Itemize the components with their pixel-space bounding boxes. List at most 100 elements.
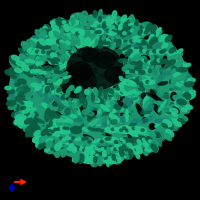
Ellipse shape bbox=[52, 21, 59, 30]
Ellipse shape bbox=[100, 135, 113, 142]
Ellipse shape bbox=[130, 20, 134, 23]
Ellipse shape bbox=[66, 50, 80, 54]
Ellipse shape bbox=[84, 50, 87, 53]
Ellipse shape bbox=[116, 139, 122, 144]
Ellipse shape bbox=[174, 73, 181, 77]
Ellipse shape bbox=[167, 121, 178, 128]
Ellipse shape bbox=[148, 99, 154, 104]
Ellipse shape bbox=[86, 67, 96, 73]
Ellipse shape bbox=[39, 39, 46, 45]
Ellipse shape bbox=[91, 33, 96, 38]
Ellipse shape bbox=[88, 92, 94, 98]
Ellipse shape bbox=[130, 92, 144, 99]
Ellipse shape bbox=[66, 96, 72, 103]
Ellipse shape bbox=[158, 136, 165, 141]
Ellipse shape bbox=[41, 29, 51, 35]
Ellipse shape bbox=[109, 17, 112, 29]
Ellipse shape bbox=[162, 118, 175, 125]
Ellipse shape bbox=[43, 24, 51, 37]
Ellipse shape bbox=[161, 49, 166, 53]
Ellipse shape bbox=[84, 29, 96, 35]
Ellipse shape bbox=[115, 69, 118, 72]
Ellipse shape bbox=[85, 45, 91, 52]
Ellipse shape bbox=[78, 49, 81, 52]
Ellipse shape bbox=[53, 79, 65, 85]
Ellipse shape bbox=[116, 86, 119, 90]
Ellipse shape bbox=[26, 50, 29, 53]
Ellipse shape bbox=[119, 146, 131, 154]
Ellipse shape bbox=[136, 59, 148, 65]
Ellipse shape bbox=[87, 95, 92, 100]
Ellipse shape bbox=[25, 60, 33, 68]
Ellipse shape bbox=[72, 137, 75, 139]
Ellipse shape bbox=[32, 50, 35, 53]
Ellipse shape bbox=[117, 127, 134, 133]
Ellipse shape bbox=[129, 49, 132, 52]
Ellipse shape bbox=[125, 70, 129, 73]
Ellipse shape bbox=[128, 70, 132, 73]
Ellipse shape bbox=[83, 91, 89, 94]
Ellipse shape bbox=[68, 98, 71, 105]
Ellipse shape bbox=[88, 42, 91, 46]
Ellipse shape bbox=[135, 61, 139, 64]
Ellipse shape bbox=[50, 50, 53, 53]
Ellipse shape bbox=[95, 84, 101, 94]
Ellipse shape bbox=[158, 82, 168, 85]
Ellipse shape bbox=[13, 71, 23, 79]
Ellipse shape bbox=[45, 39, 56, 45]
Ellipse shape bbox=[93, 54, 102, 64]
Ellipse shape bbox=[131, 118, 142, 123]
Ellipse shape bbox=[123, 114, 137, 122]
Ellipse shape bbox=[79, 30, 82, 33]
Ellipse shape bbox=[151, 41, 155, 44]
Ellipse shape bbox=[71, 45, 80, 57]
Ellipse shape bbox=[131, 29, 134, 32]
Ellipse shape bbox=[117, 46, 128, 53]
Ellipse shape bbox=[138, 31, 142, 34]
Ellipse shape bbox=[113, 115, 120, 120]
Ellipse shape bbox=[34, 125, 43, 131]
Ellipse shape bbox=[57, 126, 72, 134]
Ellipse shape bbox=[104, 76, 113, 80]
Ellipse shape bbox=[125, 128, 134, 138]
Ellipse shape bbox=[97, 94, 111, 101]
Ellipse shape bbox=[166, 130, 174, 137]
Ellipse shape bbox=[99, 80, 105, 86]
Ellipse shape bbox=[181, 77, 190, 82]
Ellipse shape bbox=[170, 124, 178, 131]
Ellipse shape bbox=[62, 59, 65, 62]
Ellipse shape bbox=[154, 92, 169, 98]
Ellipse shape bbox=[39, 81, 42, 92]
Ellipse shape bbox=[62, 21, 66, 24]
Ellipse shape bbox=[55, 98, 63, 103]
Ellipse shape bbox=[90, 30, 93, 33]
Ellipse shape bbox=[139, 148, 155, 152]
Ellipse shape bbox=[26, 133, 30, 137]
Ellipse shape bbox=[104, 41, 107, 44]
Ellipse shape bbox=[121, 90, 133, 94]
Ellipse shape bbox=[100, 84, 109, 87]
Ellipse shape bbox=[52, 45, 57, 50]
Ellipse shape bbox=[134, 50, 148, 54]
Ellipse shape bbox=[73, 109, 78, 111]
Ellipse shape bbox=[101, 40, 104, 43]
Ellipse shape bbox=[85, 129, 88, 132]
Ellipse shape bbox=[95, 147, 98, 150]
Ellipse shape bbox=[118, 146, 123, 162]
Ellipse shape bbox=[42, 129, 48, 135]
Ellipse shape bbox=[176, 61, 182, 66]
Ellipse shape bbox=[116, 54, 122, 60]
Ellipse shape bbox=[94, 79, 102, 83]
Ellipse shape bbox=[91, 38, 101, 46]
Ellipse shape bbox=[83, 81, 89, 87]
Ellipse shape bbox=[81, 19, 90, 25]
Ellipse shape bbox=[79, 57, 93, 61]
Ellipse shape bbox=[88, 15, 94, 26]
Ellipse shape bbox=[100, 98, 106, 111]
Ellipse shape bbox=[147, 27, 151, 40]
Ellipse shape bbox=[51, 60, 56, 63]
Ellipse shape bbox=[98, 121, 104, 129]
Ellipse shape bbox=[102, 91, 111, 103]
Ellipse shape bbox=[89, 97, 97, 103]
Ellipse shape bbox=[103, 138, 106, 140]
